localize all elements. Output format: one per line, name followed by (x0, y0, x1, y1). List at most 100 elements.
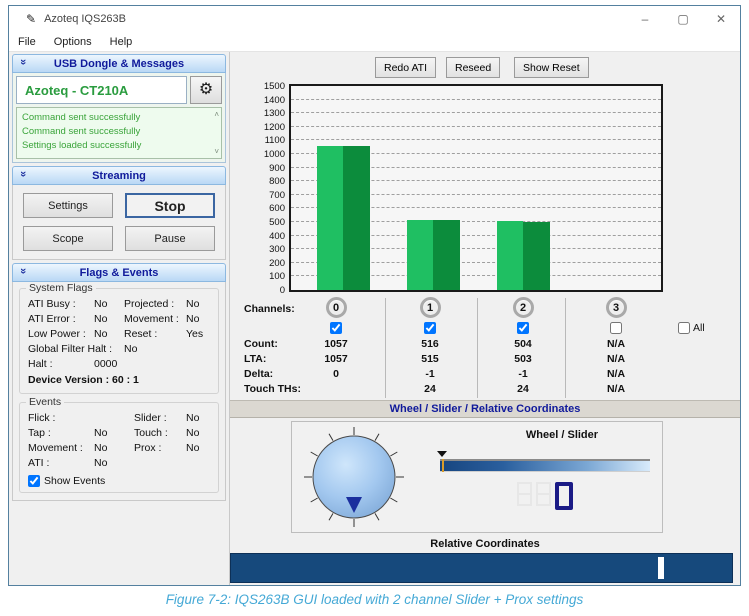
y-tick-label: 300 (269, 244, 285, 256)
channel-3-checkbox[interactable] (610, 322, 622, 334)
gridline (291, 248, 661, 250)
close-icon[interactable]: ✕ (715, 12, 727, 26)
channel-badge-3: 3 (586, 297, 646, 318)
events-group: Events Flick : Slider : No Tap : No Touch : No… (19, 396, 219, 493)
menu-options[interactable]: Options (53, 35, 92, 48)
gridline (291, 221, 661, 222)
column-divider (477, 298, 478, 398)
touch-ths-label: Touch THs: (244, 383, 301, 395)
ghost-digit (536, 482, 551, 506)
minimize-icon[interactable]: – (641, 12, 649, 26)
system-flags-title: System Flags (26, 282, 96, 294)
settings-button[interactable]: Settings (23, 193, 113, 218)
channel-1-checkbox[interactable] (424, 322, 436, 334)
gridline (291, 261, 661, 263)
relative-position-marker (658, 557, 664, 579)
streaming-panel-header[interactable]: » Streaming (12, 166, 226, 185)
delta-value-ch1: -1 (425, 368, 435, 380)
delta-value-ch2: -1 (518, 368, 528, 380)
scroll-up-icon[interactable]: ˄ (214, 110, 219, 119)
flags-panel-header[interactable]: » Flags & Events (12, 263, 226, 282)
y-tick-label: 0 (279, 285, 285, 296)
y-tick-label: 1100 (264, 135, 285, 147)
flag-label: ATI Error : (28, 313, 76, 325)
flags-events-panel: » Flags & Events System Flags ATI Busy :… (12, 263, 226, 501)
flag-label: Halt : (28, 358, 53, 370)
usb-panel-header[interactable]: » USB Dongle & Messages (12, 54, 226, 73)
redo-ati-button[interactable]: Redo ATI (375, 57, 436, 78)
bar-lta-ch2 (523, 222, 550, 290)
event-label: ATI : (28, 457, 50, 469)
bar-lta-ch1 (433, 220, 460, 290)
count-label: Count: (244, 338, 278, 350)
slider-position-icon (437, 451, 447, 457)
scroll-down-icon[interactable]: ˅ (214, 147, 219, 156)
flag-value: No (94, 313, 108, 325)
event-label: Prox : (134, 442, 162, 454)
slider-marker[interactable] (442, 459, 444, 472)
device-name: Azoteq - CT210A (16, 76, 187, 104)
channels-label: Channels: (244, 303, 295, 315)
device-version: Device Version : 60 : 1 (28, 374, 139, 386)
slider-track[interactable] (440, 459, 650, 472)
lta-value-ch0: 1057 (324, 353, 348, 365)
show-events-label: Show Events (44, 475, 106, 487)
lta-label: LTA: (244, 353, 267, 365)
flag-label: Projected : (124, 298, 175, 310)
flag-value: No (186, 298, 200, 310)
count-value-ch0: 1057 (324, 338, 348, 350)
relative-coordinates-bar (230, 553, 733, 583)
y-tick-label: 1300 (263, 108, 285, 120)
pause-button[interactable]: Pause (125, 226, 215, 251)
chevron-collapse-icon[interactable]: » (17, 267, 30, 275)
wheel-slider-box: Wheel / Slider (291, 421, 663, 533)
channel-0-checkbox[interactable] (330, 322, 342, 334)
delta-value-ch3: N/A (606, 368, 626, 380)
main-area: Redo ATI Reseed Show Reset Channels: Cou… (230, 52, 740, 585)
menu-help[interactable]: Help (109, 35, 133, 48)
chevron-collapse-icon[interactable]: » (17, 170, 30, 178)
event-label: Tap : (28, 427, 51, 439)
gridline (291, 153, 661, 154)
message-log: Command sent successfully Command sent s… (16, 107, 222, 159)
column-divider (385, 298, 386, 398)
menu-file[interactable]: File (18, 35, 36, 48)
title-bar: ✎ Azoteq IQS263B – ▢ ✕ (9, 6, 740, 32)
reseed-button[interactable]: Reseed (446, 57, 501, 78)
flag-label: Global Filter Halt : (28, 343, 113, 355)
show-events-checkbox[interactable] (28, 475, 40, 487)
flag-value: No (94, 298, 108, 310)
y-tick-label: 1200 (263, 121, 285, 133)
touch-th-value-ch2: 24 (517, 383, 529, 395)
event-label: Slider : (134, 412, 167, 424)
y-tick-label: 700 (269, 189, 285, 201)
wheel-knob[interactable] (304, 427, 404, 531)
stop-button[interactable]: Stop (125, 193, 215, 218)
count-value-ch3: N/A (606, 338, 626, 350)
chevron-collapse-icon[interactable]: » (17, 58, 30, 66)
y-tick-label: 400 (269, 230, 285, 242)
bar-count-ch2 (497, 221, 523, 290)
bar-count-ch0 (317, 146, 343, 290)
channel-checkbox-wrap (586, 321, 646, 339)
maximize-icon[interactable]: ▢ (677, 12, 689, 26)
scope-button[interactable]: Scope (23, 226, 113, 251)
window-title: Azoteq IQS263B (44, 13, 127, 25)
delta-value-ch0: 0 (333, 368, 339, 380)
event-label: Touch : (134, 427, 168, 439)
channel-number: 2 (512, 297, 534, 318)
channel-checkbox-wrap (493, 321, 553, 339)
gridline (291, 193, 661, 195)
all-channels-checkbox[interactable] (678, 322, 690, 334)
gear-icon[interactable]: ⚙ (190, 76, 222, 104)
channel-2-checkbox[interactable] (517, 322, 529, 334)
flag-value: No (124, 343, 138, 355)
show-reset-button[interactable]: Show Reset (514, 57, 589, 78)
channel-badge-1: 1 (400, 297, 460, 318)
streaming-panel: » Streaming Settings Stop Scope Pause (12, 166, 226, 260)
slider-value-digit (555, 482, 573, 510)
event-value: No (186, 427, 200, 439)
gridline (291, 125, 661, 127)
relative-coordinates-label: Relative Coordinates (430, 538, 540, 550)
